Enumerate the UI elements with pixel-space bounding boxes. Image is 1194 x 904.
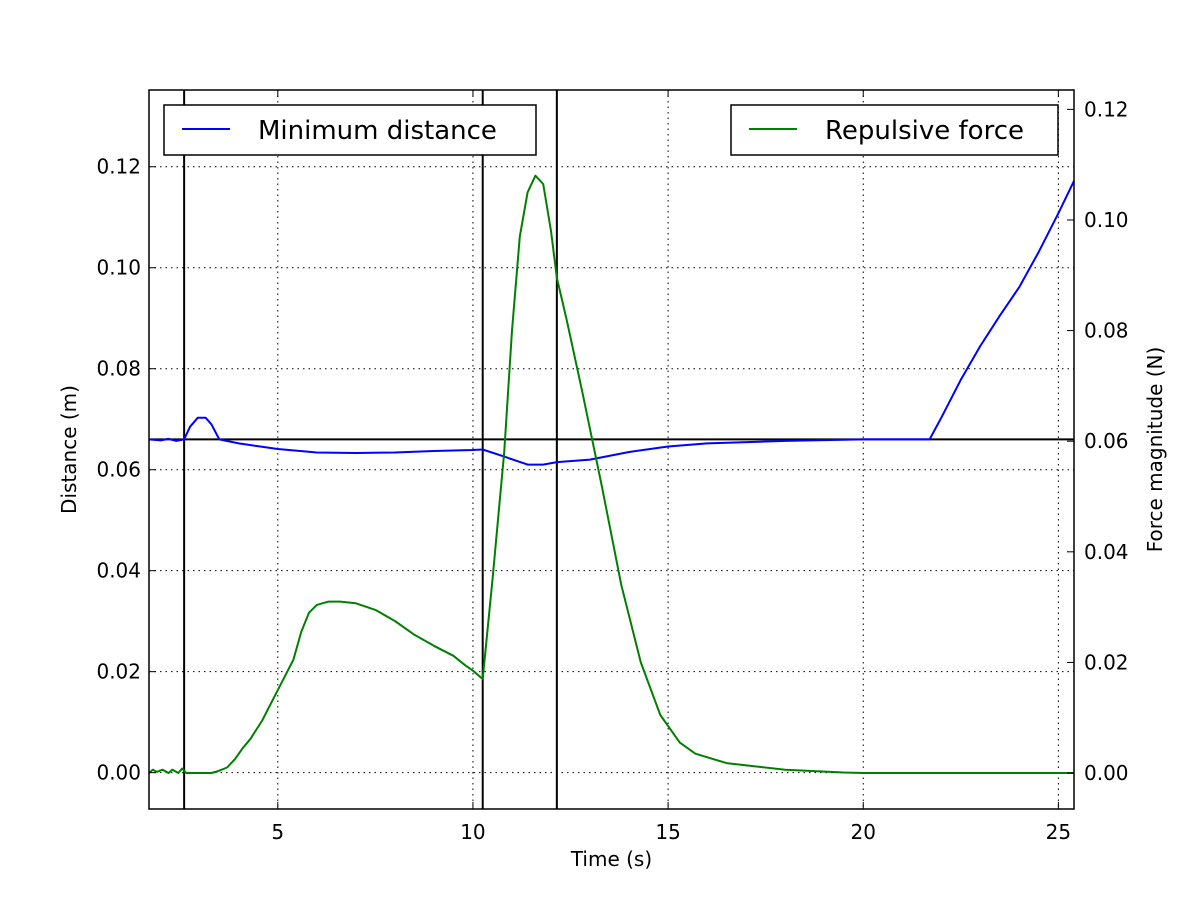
legend-repulsive-force: Repulsive force bbox=[730, 104, 1059, 156]
y-tick-label-right: 0.04 bbox=[1084, 540, 1129, 564]
y-tick-label-right: 0.06 bbox=[1084, 429, 1129, 453]
ticks: 5 10 15 20 25 0.00 0.02 0.04 0.06 0.08 0.10 0.12 0.0… bbox=[96, 90, 1129, 844]
x-tick-label: 5 bbox=[271, 820, 284, 844]
y-tick-label-left: 0.02 bbox=[96, 660, 141, 684]
grid bbox=[149, 90, 1074, 809]
legend-minimum-distance: Minimum distance bbox=[163, 104, 537, 156]
y-tick-label-right: 0.08 bbox=[1084, 319, 1129, 343]
y-tick-label-right: 0.12 bbox=[1084, 97, 1129, 121]
y-tick-label-right: 0.02 bbox=[1084, 650, 1129, 674]
series-lines bbox=[148, 174, 1075, 774]
y-axis-label-right: Force magnitude (N) bbox=[1143, 347, 1167, 553]
legend-label-minimum-distance: Minimum distance bbox=[258, 116, 497, 146]
series-line-repulsive-force bbox=[148, 174, 1074, 774]
x-axis-label: Time (s) bbox=[570, 847, 652, 871]
y-tick-label-left: 0.12 bbox=[96, 155, 141, 179]
plot-frame bbox=[148, 89, 1075, 810]
y-tick-label-left: 0.00 bbox=[96, 761, 141, 785]
y-tick-label-left: 0.06 bbox=[96, 458, 141, 482]
y-axis-label-left: Distance (m) bbox=[57, 385, 81, 514]
y-tick-label-left: 0.04 bbox=[96, 559, 141, 583]
x-tick-label: 10 bbox=[460, 820, 485, 844]
x-tick-label: 20 bbox=[851, 820, 876, 844]
x-tick-label: 25 bbox=[1046, 820, 1071, 844]
series-line-minimum-distance bbox=[148, 180, 1075, 466]
y-tick-label-left: 0.08 bbox=[96, 357, 141, 381]
y-tick-label-left: 0.10 bbox=[96, 256, 141, 280]
x-tick-label: 15 bbox=[655, 820, 680, 844]
y-tick-label-right: 0.00 bbox=[1084, 761, 1129, 785]
legend-label-repulsive-force: Repulsive force bbox=[825, 116, 1024, 146]
y-tick-label-right: 0.10 bbox=[1084, 208, 1129, 232]
